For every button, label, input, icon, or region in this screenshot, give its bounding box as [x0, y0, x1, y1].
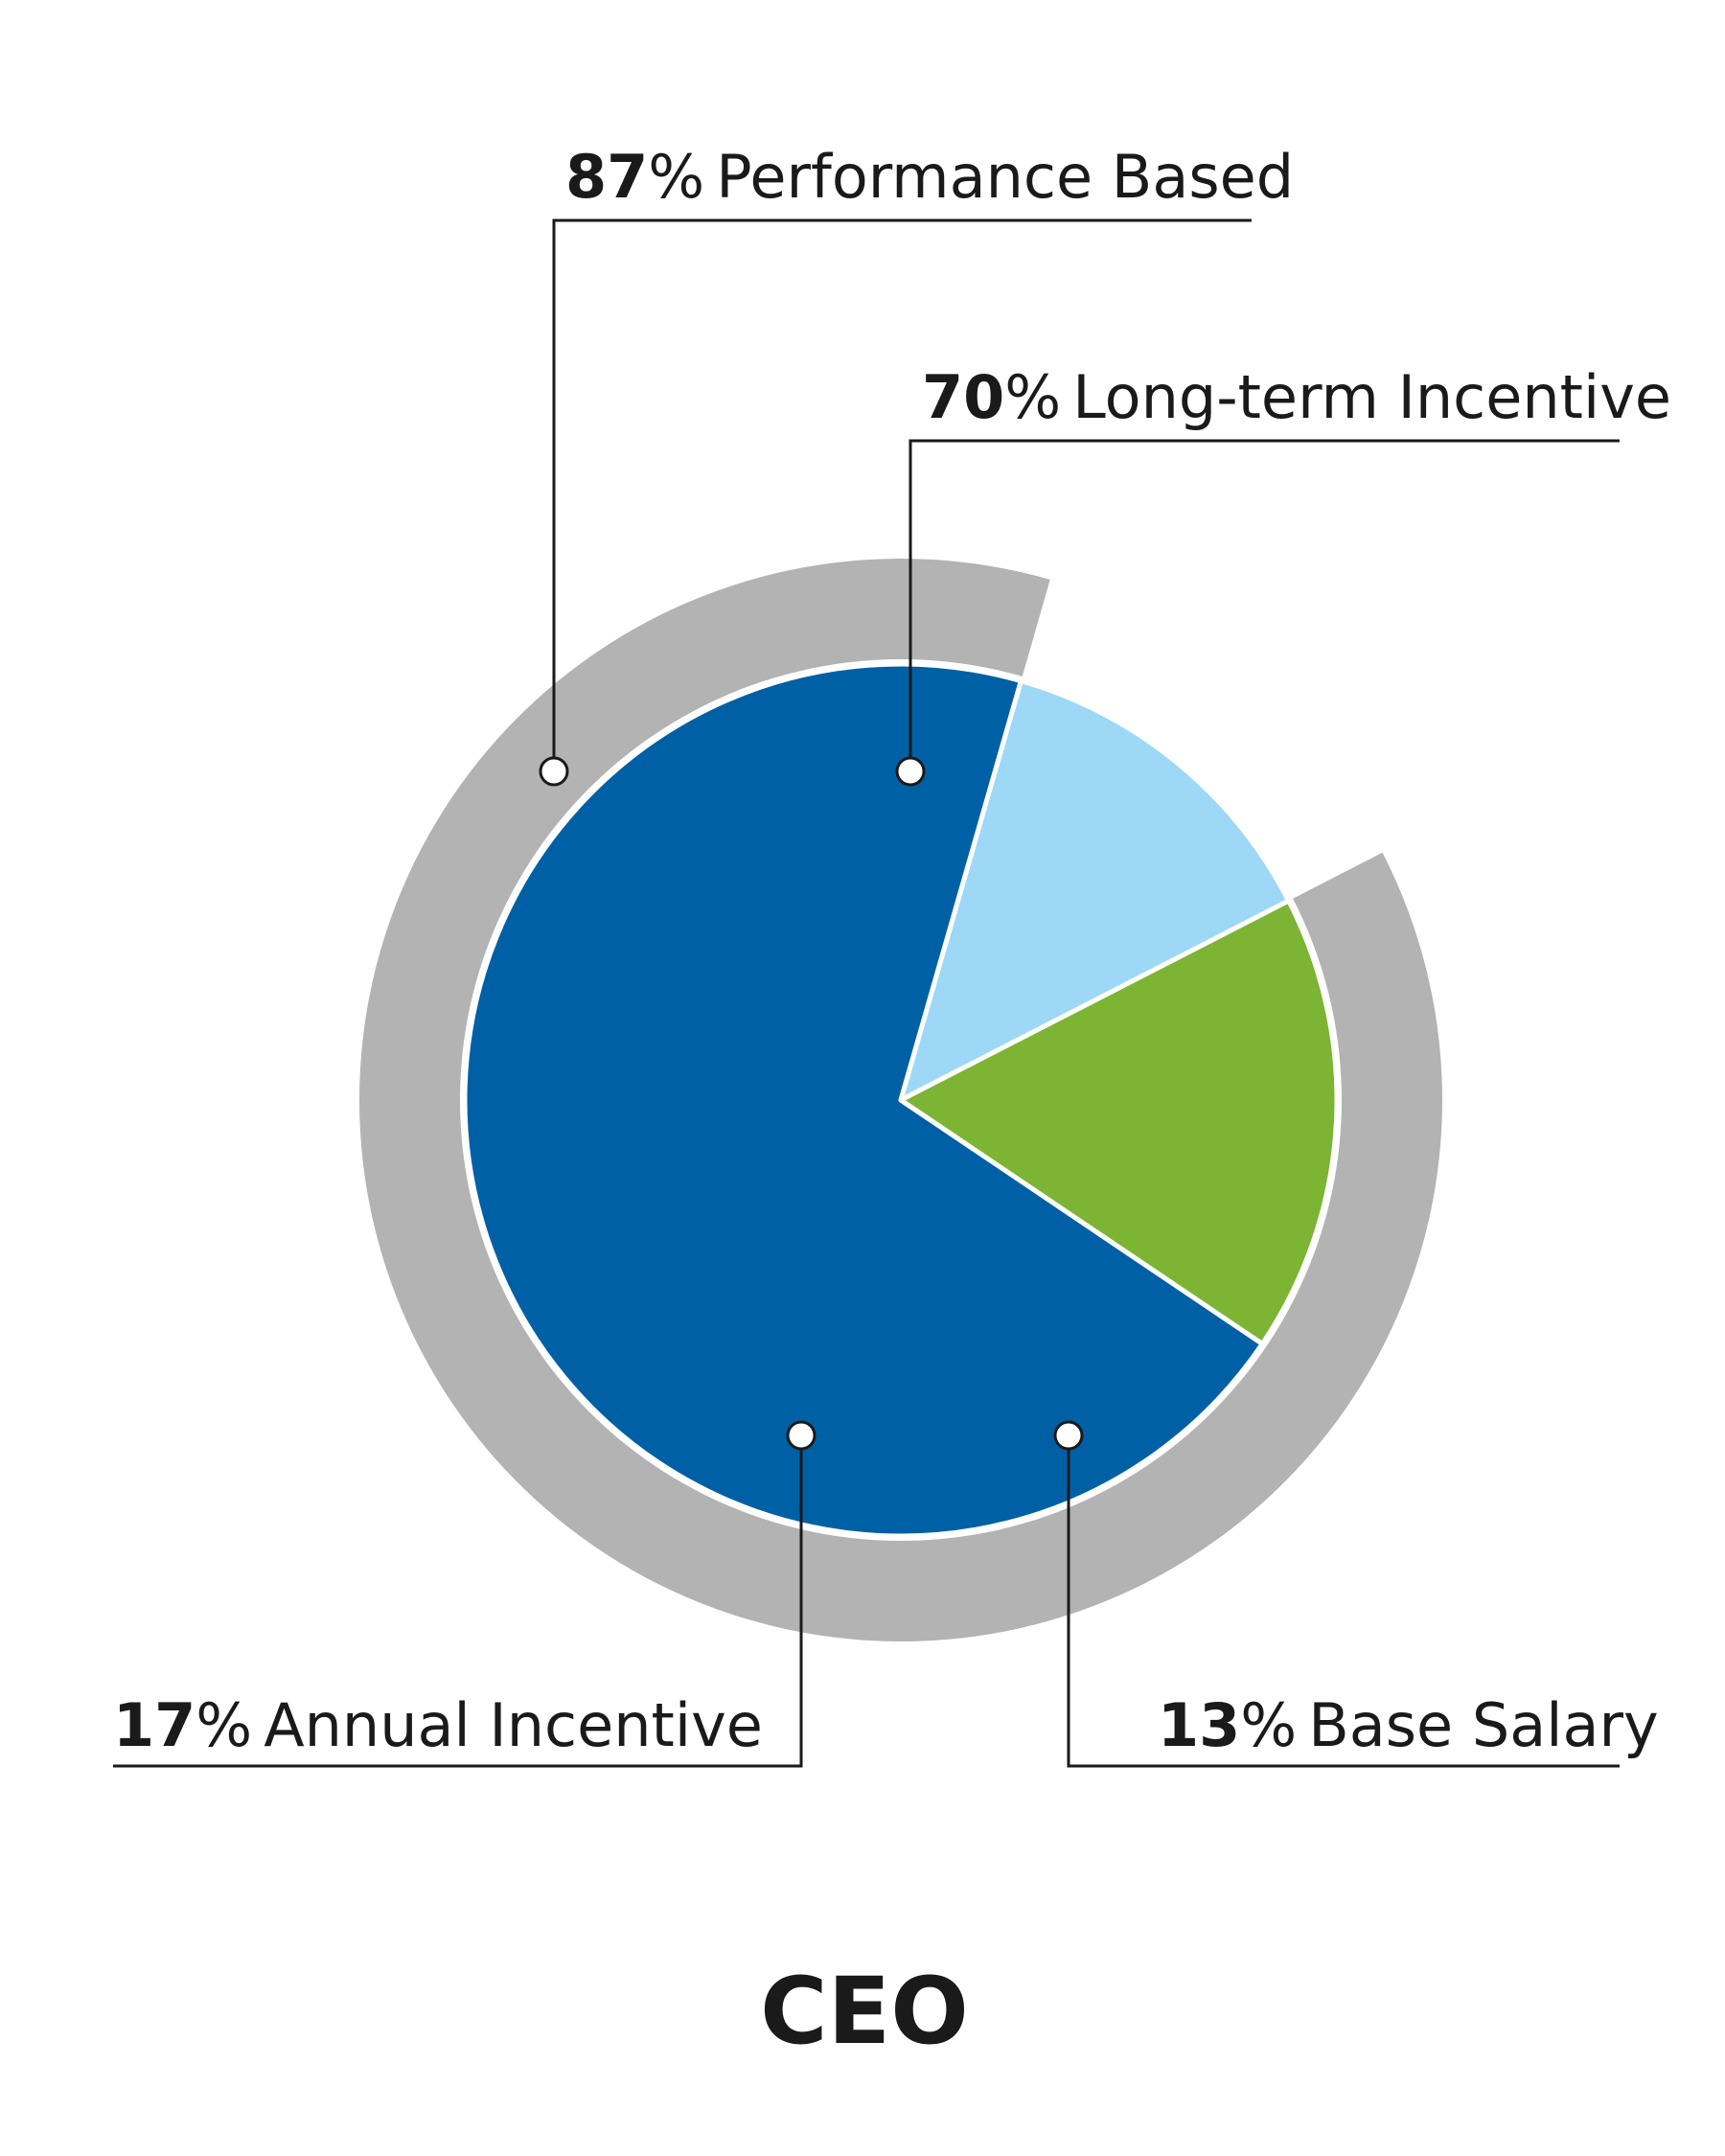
performance-based-name: Performance Based: [716, 142, 1294, 212]
long-term-incentive-value: 70: [922, 362, 1004, 432]
annual-incentive-name: Annual Incentive: [264, 1690, 763, 1760]
chart-title: CEO: [760, 1958, 969, 2065]
leader-marker-annual-incentive: [786, 1420, 816, 1451]
label-long-term-incentive: 70% Long-term Incentive: [922, 362, 1671, 432]
pie-slices: [462, 661, 1340, 1539]
performance-based-value: 87: [565, 142, 648, 212]
leader-marker-performance-based: [539, 756, 569, 787]
pie-slice-base-salary: [898, 678, 1292, 1103]
pie-slice-long-term-incentive: [462, 661, 1265, 1539]
long-term-incentive-percent: %: [1004, 362, 1061, 432]
annual-incentive-percent: %: [196, 1690, 252, 1760]
label-base-salary: 13% Base Salary: [1158, 1690, 1659, 1760]
leader-line-long-term-incentive: [908, 439, 1620, 771]
base-salary-name: Base Salary: [1308, 1690, 1658, 1760]
leader-line-annual-incentive: [113, 1435, 803, 1768]
base-salary-percent: %: [1240, 1690, 1297, 1760]
label-annual-incentive: 17% Annual Incentive: [113, 1690, 763, 1760]
leader-marker-long-term-incentive: [895, 756, 926, 787]
base-salary-value: 13: [1158, 1690, 1240, 1760]
annual-incentive-value: 17: [113, 1690, 196, 1760]
performance-based-percent: %: [648, 142, 704, 212]
leader-line-performance-based: [552, 218, 1252, 771]
leader-marker-base-salary: [1053, 1420, 1084, 1451]
pie-slice-annual-incentive: [898, 898, 1340, 1346]
leader-line-base-salary: [1067, 1435, 1620, 1768]
long-term-incentive-name: Long-term Incentive: [1072, 362, 1671, 432]
leader-lines: [113, 218, 1620, 1768]
label-performance-based: 87% Performance Based: [565, 142, 1294, 212]
